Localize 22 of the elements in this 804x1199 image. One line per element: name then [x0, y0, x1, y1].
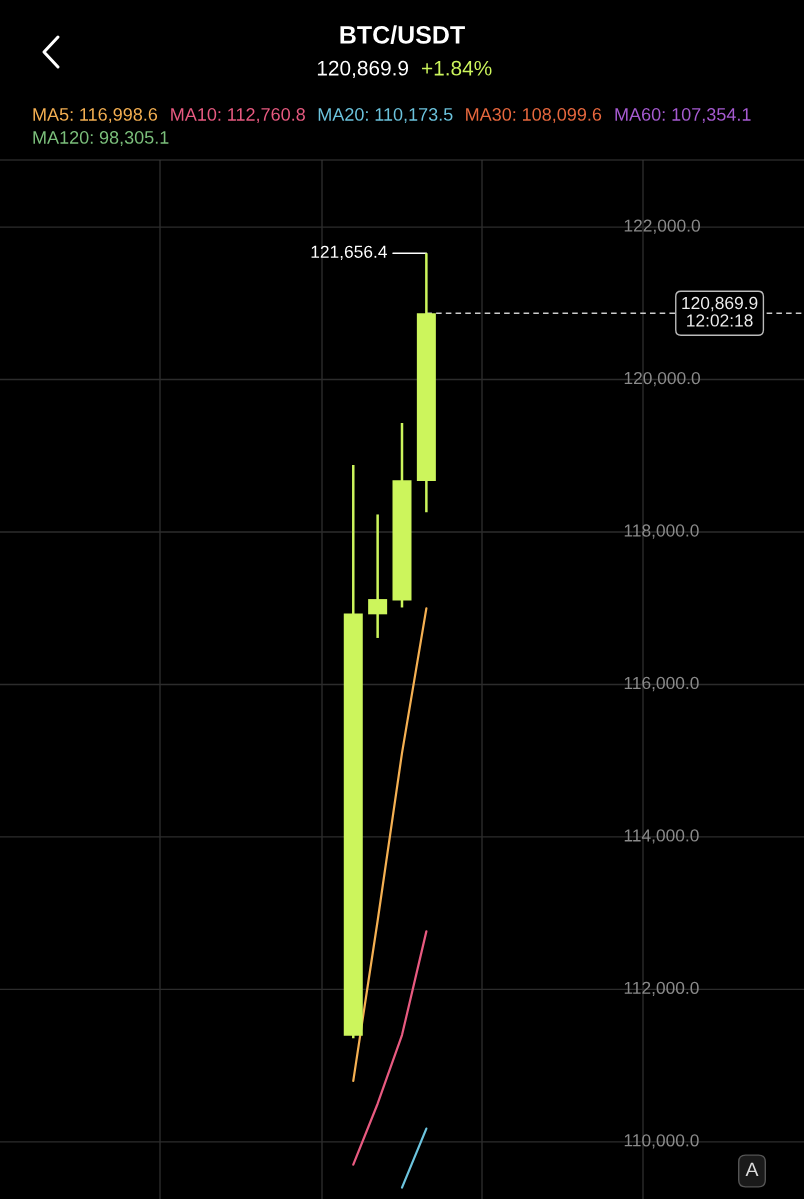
text: +1.84%: [422, 60, 492, 76]
annotation: 121,656.4: [311, 245, 387, 260]
chart-subtitle: 120,869.9: [317, 60, 409, 79]
ref-line-label: 120,869.9 12:02:18: [682, 296, 758, 327]
y-tick-label: 116,000.0: [624, 676, 699, 692]
y-tick-label: 114,000.0: [624, 829, 699, 844]
text: MA5: 116,998.6: [33, 108, 158, 123]
y-tick-label: 122,000.0: [624, 219, 700, 234]
candlestick: [368, 513, 388, 640]
y-tick-label: 110,000.0: [624, 1134, 699, 1149]
text: MA20: 110,173.5: [318, 108, 453, 123]
legend-label: MA120: 98,305.1: [33, 131, 169, 146]
y-tick-label: 112,000.0: [624, 981, 699, 997]
line-series: [352, 930, 428, 1166]
y-tick-label: 118,000.0: [624, 524, 699, 539]
annotation: A: [745, 1162, 759, 1177]
line-series: [352, 607, 428, 1082]
legend-label: MA30: 108,099.6: [466, 108, 602, 123]
legend-label: MA60: 107,354.1: [615, 108, 751, 123]
y-tick-label: 120,000.0: [624, 371, 700, 387]
chart-title: BTC/USDT: [340, 25, 465, 44]
text: MA10: 112,760.8: [171, 108, 305, 123]
